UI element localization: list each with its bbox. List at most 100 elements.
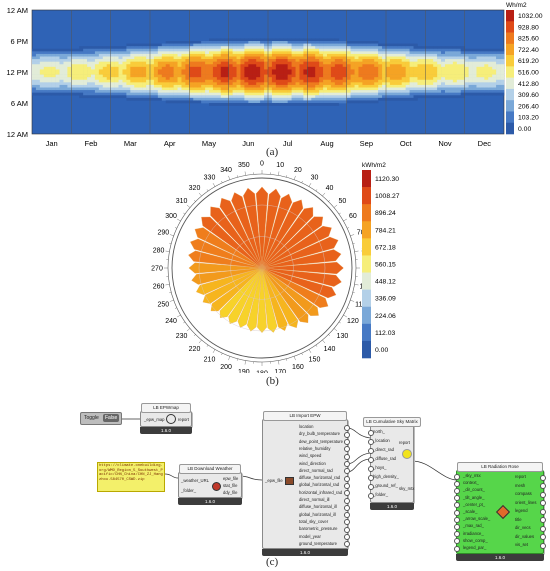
heatmap-cell (75, 48, 80, 52)
heatmap-cell (216, 72, 222, 75)
heatmap-cell (118, 48, 123, 52)
heatmap-cell (63, 72, 68, 75)
sky-input-label-port[interactable] (368, 438, 374, 445)
import-output-label-port[interactable] (344, 424, 350, 431)
sky-matrix-component[interactable]: LB Cumulative Sky Matrix north_ _location… (363, 417, 421, 510)
heatmap-cell (252, 43, 257, 47)
heatmap-cell (153, 43, 159, 47)
heatmap-cell (448, 53, 454, 57)
heatmap-cell (433, 51, 438, 55)
rose-input-label-port[interactable] (454, 531, 460, 538)
heatmap-cell (91, 87, 96, 91)
sky-input-label-port[interactable] (368, 483, 374, 490)
heatmap-cell (102, 77, 108, 81)
heatmap-cell (205, 95, 210, 99)
heatmap-cell (91, 69, 96, 73)
import-epw-component[interactable]: LB Import EPW _epw_file location dry_bulb… (262, 411, 350, 556)
heatmap-cell (177, 41, 182, 44)
heatmap-cell (94, 82, 100, 86)
rose-input-label-port[interactable] (454, 502, 460, 509)
heatmap-cell (39, 79, 45, 83)
heatmap-cell (153, 79, 159, 83)
rose-output-label-port[interactable] (540, 542, 546, 549)
heatmap-cell (275, 66, 281, 70)
heatmap-cell (374, 82, 379, 86)
rose-input-label-port[interactable] (454, 538, 460, 545)
import-output-label-port[interactable] (344, 475, 350, 482)
heatmap-cell (157, 90, 163, 93)
heatmap-cell (295, 43, 300, 47)
heatmap-cell (366, 43, 371, 47)
rose-input-label-port[interactable] (454, 473, 460, 480)
epwmap-component[interactable]: LB EPWmap _epw_map report 1.6.0 (140, 403, 192, 434)
heatmap-cell (189, 53, 194, 57)
toggle-value[interactable]: False (103, 414, 120, 422)
import-output-label-port[interactable] (344, 490, 350, 497)
heatmap-cell (327, 79, 332, 83)
rose-input-label-port[interactable] (454, 480, 460, 487)
import-output-label-port[interactable] (344, 431, 350, 438)
heatmap-cell (209, 90, 214, 93)
import-output-label-port[interactable] (344, 439, 350, 446)
sky-input-label-port[interactable] (368, 456, 374, 463)
sky-input-label-port[interactable] (368, 465, 374, 472)
heatmap-cell (244, 64, 249, 68)
heatmap-cell (323, 41, 328, 44)
rose-output-label-port[interactable] (540, 500, 546, 506)
heatmap-cell (236, 97, 241, 101)
sky-input-label-port[interactable] (368, 492, 374, 499)
import-output-label-port[interactable] (344, 519, 350, 526)
heatmap-cell (110, 64, 115, 68)
import-output-label-port[interactable] (344, 497, 350, 504)
heatmap-cell (350, 41, 355, 44)
import-output-label-port[interactable] (344, 446, 350, 453)
heatmap-cell (83, 51, 88, 55)
heatmap-cell (212, 61, 218, 65)
sky-input-label-port[interactable] (368, 429, 374, 436)
import-output-label-port[interactable] (344, 461, 350, 467)
heatmap-cell (374, 59, 379, 62)
import-output-label-port[interactable] (344, 453, 350, 460)
heatmap-cell (460, 77, 465, 81)
rose-output-label-port[interactable] (540, 491, 546, 498)
heatmap-cell (197, 100, 202, 104)
download-output-ddy: ddy_file (223, 490, 238, 495)
rose-output-label-port[interactable] (540, 517, 546, 523)
heatmap-cell (197, 41, 202, 44)
rose-input-label-port[interactable] (454, 509, 460, 516)
rose-input-label-port[interactable] (454, 545, 460, 552)
url-panel[interactable]: https://climate.onebuilding.org/WMO_Regi… (97, 462, 165, 492)
epwmap-input: _epw_map (144, 417, 165, 422)
import-output-label-port[interactable] (344, 526, 350, 533)
import-output-label-port[interactable] (344, 504, 350, 511)
heatmap-cell (386, 72, 391, 75)
download-weather-component[interactable]: LB Download Weather _weather_URL _folder… (178, 464, 242, 505)
heatmap-cell (264, 74, 269, 78)
import-output-label-port[interactable] (344, 541, 350, 548)
sky-input-label-port[interactable] (368, 474, 374, 481)
import-output-label-port[interactable] (344, 512, 350, 519)
rose-input-label-port[interactable] (454, 487, 460, 494)
rose-input-label-port[interactable] (454, 495, 460, 502)
rose-input-label-port[interactable] (454, 523, 460, 530)
import-output-label-port[interactable] (344, 468, 350, 475)
rose-input-label-port[interactable] (454, 516, 460, 523)
heatmap-cell (378, 59, 383, 62)
heatmap-cell (476, 59, 481, 62)
heatmap-cell (456, 82, 462, 86)
heatmap-cell (118, 51, 123, 55)
rose-output-label-port[interactable] (540, 508, 546, 515)
heatmap-cell (358, 66, 363, 70)
sky-input-label: _location (373, 438, 390, 443)
radiation-rose-component[interactable]: LB Radiation Rose _sky_mtx context_ _dir_c… (454, 462, 546, 561)
heatmap-cell (354, 82, 359, 86)
rose-output-label-port[interactable] (540, 525, 546, 532)
toggle-component[interactable]: Toggle False (80, 412, 122, 425)
rose-output-label-port[interactable] (540, 534, 546, 540)
sky-input-label-port[interactable] (368, 447, 374, 454)
rose-output-label-port[interactable] (540, 483, 546, 489)
import-output-label-port[interactable] (344, 482, 350, 489)
heatmap-cell (244, 77, 249, 81)
rose-output-label-port[interactable] (540, 474, 546, 481)
import-output-label-port[interactable] (344, 534, 350, 540)
